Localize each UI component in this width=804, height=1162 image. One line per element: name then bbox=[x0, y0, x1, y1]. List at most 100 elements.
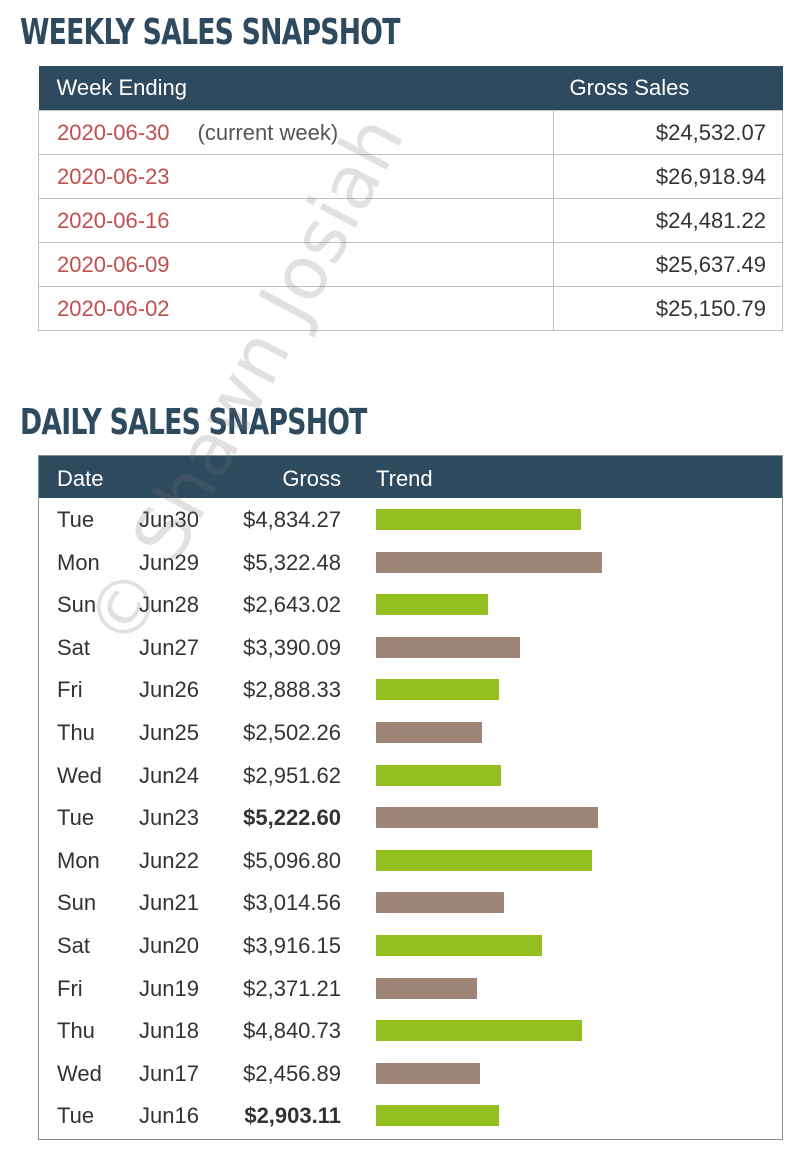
daily-gross: $3,014.56 bbox=[243, 890, 341, 916]
week-ending-date: 2020-06-09 bbox=[57, 251, 170, 277]
month-day: Jun29 bbox=[139, 549, 199, 575]
trend-bar bbox=[376, 977, 477, 999]
daily-gross: $2,456.89 bbox=[243, 1060, 341, 1086]
week-ending-header: Week Ending bbox=[38, 66, 554, 111]
daily-row: Tue Jun30 $4,834.27 bbox=[39, 498, 782, 540]
trend-bar bbox=[376, 551, 602, 573]
trend-bar bbox=[376, 1062, 480, 1084]
daily-row: Sun Jun21 $3,014.56 bbox=[39, 881, 782, 923]
month-day: Jun17 bbox=[139, 1060, 199, 1086]
day-of-week: Sat bbox=[57, 634, 91, 660]
daily-row: Sat Jun20 $3,916.15 bbox=[39, 924, 782, 966]
daily-row: Fri Jun19 $2,371.21 bbox=[39, 967, 782, 1009]
month-day: Jun28 bbox=[139, 592, 199, 618]
trend-bar bbox=[376, 636, 520, 658]
trend-header: Trend bbox=[376, 466, 433, 491]
gross-sales-cell: $24,532.07 bbox=[553, 110, 783, 155]
weekly-row: 2020-06-30 (current week) $24,532.07 bbox=[38, 110, 783, 155]
week-ending-cell: 2020-06-23 bbox=[38, 154, 554, 199]
day-of-week: Mon bbox=[57, 549, 100, 575]
day-of-week: Sun bbox=[57, 592, 97, 618]
trend-bar bbox=[376, 764, 501, 786]
month-day: Jun16 bbox=[139, 1103, 199, 1129]
weekly-row: 2020-06-02 $25,150.79 bbox=[38, 286, 783, 331]
week-ending-date: 2020-06-16 bbox=[57, 207, 170, 233]
month-day: Jun25 bbox=[139, 720, 199, 745]
daily-gross: $2,643.02 bbox=[243, 592, 341, 618]
daily-row: Mon Jun22 $5,096.80 bbox=[39, 839, 782, 881]
daily-gross: $3,390.09 bbox=[243, 634, 341, 660]
weekly-header-row: Week Ending Gross Sales bbox=[38, 66, 783, 111]
daily-row: Thu Jun25 $2,502.26 bbox=[39, 711, 782, 753]
week-ending-cell: 2020-06-30 (current week) bbox=[38, 110, 554, 155]
week-ending-cell: 2020-06-16 bbox=[38, 198, 554, 243]
weekly-row: 2020-06-09 $25,637.49 bbox=[38, 242, 783, 287]
daily-sales-table: Date Gross Trend Tue Jun30 $4,834.27 Mon Jun… bbox=[38, 455, 783, 1140]
gross-sales-cell: $25,637.49 bbox=[553, 242, 783, 287]
weekly-sales-table: Week Ending Gross Sales 2020-06-30 (curre… bbox=[38, 66, 783, 331]
day-of-week: Tue bbox=[57, 805, 95, 831]
daily-row: Wed Jun17 $2,456.89 bbox=[39, 1052, 782, 1094]
month-day: Jun24 bbox=[139, 762, 199, 788]
daily-row: Sat Jun27 $3,390.09 bbox=[39, 626, 782, 668]
day-of-week: Thu bbox=[57, 720, 95, 745]
day-of-week: Tue bbox=[57, 507, 95, 532]
daily-row: Tue Jun23 $5,222.60 bbox=[39, 796, 782, 838]
date-header: Date bbox=[57, 466, 104, 491]
weekly-row: 2020-06-23 $26,918.94 bbox=[38, 154, 783, 199]
day-of-week: Sat bbox=[57, 933, 91, 958]
daily-row: Thu Jun18 $4,840.73 bbox=[39, 1009, 782, 1051]
daily-row: Mon Jun29 $5,322.48 bbox=[39, 541, 782, 583]
daily-gross: $2,371.21 bbox=[243, 975, 341, 1001]
day-of-week: Mon bbox=[57, 847, 100, 873]
trend-bar bbox=[376, 892, 504, 914]
daily-gross: $5,322.48 bbox=[243, 549, 341, 575]
day-of-week: Wed bbox=[57, 1060, 102, 1086]
daily-gross: $2,502.26 bbox=[243, 720, 341, 745]
trend-bar bbox=[376, 935, 542, 956]
daily-gross: $2,903.11 bbox=[244, 1103, 341, 1129]
month-day: Jun23 bbox=[139, 805, 199, 831]
daily-gross: $4,834.27 bbox=[243, 507, 341, 532]
gross-sales-cell: $26,918.94 bbox=[553, 154, 783, 199]
month-day: Jun19 bbox=[139, 975, 199, 1001]
week-ending-date: 2020-06-02 bbox=[57, 295, 170, 321]
month-day: Jun20 bbox=[139, 933, 199, 958]
trend-bar bbox=[376, 849, 592, 871]
trend-bar bbox=[376, 594, 488, 616]
month-day: Jun27 bbox=[139, 634, 199, 660]
trend-bar bbox=[376, 509, 581, 530]
week-ending-date: 2020-06-30 bbox=[57, 119, 170, 145]
daily-gross: $2,888.33 bbox=[243, 677, 341, 703]
daily-gross: $2,951.62 bbox=[243, 762, 341, 788]
month-day: Jun21 bbox=[139, 890, 199, 916]
current-week-note: (current week) bbox=[197, 119, 339, 145]
daily-row: Fri Jun26 $2,888.33 bbox=[39, 668, 782, 710]
month-day: Jun26 bbox=[139, 677, 199, 703]
gross-sales-cell: $25,150.79 bbox=[553, 286, 783, 331]
week-ending-date: 2020-06-23 bbox=[57, 163, 170, 189]
month-day: Jun18 bbox=[139, 1018, 199, 1044]
weekly-title: WEEKLY SALES SNAPSHOT bbox=[20, 12, 400, 53]
daily-gross: $5,222.60 bbox=[243, 805, 341, 831]
daily-header-row: Date Gross Trend bbox=[39, 456, 782, 498]
week-ending-cell: 2020-06-09 bbox=[38, 242, 554, 287]
daily-row: Tue Jun16 $2,903.11 bbox=[39, 1094, 782, 1136]
month-day: Jun30 bbox=[139, 507, 199, 532]
day-of-week: Tue bbox=[57, 1103, 95, 1129]
gross-sales-cell: $24,481.22 bbox=[553, 198, 783, 243]
gross-header: Gross bbox=[282, 466, 341, 491]
gross-sales-header: Gross Sales bbox=[553, 66, 783, 111]
day-of-week: Fri bbox=[57, 975, 83, 1001]
trend-bar bbox=[376, 722, 482, 743]
day-of-week: Sun bbox=[57, 890, 97, 916]
trend-bar bbox=[376, 1020, 582, 1042]
trend-bar bbox=[376, 807, 598, 829]
week-ending-cell: 2020-06-02 bbox=[38, 286, 554, 331]
daily-gross: $5,096.80 bbox=[243, 847, 341, 873]
trend-bar bbox=[376, 679, 499, 701]
day-of-week: Fri bbox=[57, 677, 83, 703]
daily-title: DAILY SALES SNAPSHOT bbox=[20, 402, 367, 443]
daily-gross: $3,916.15 bbox=[243, 933, 341, 958]
day-of-week: Thu bbox=[57, 1018, 95, 1044]
